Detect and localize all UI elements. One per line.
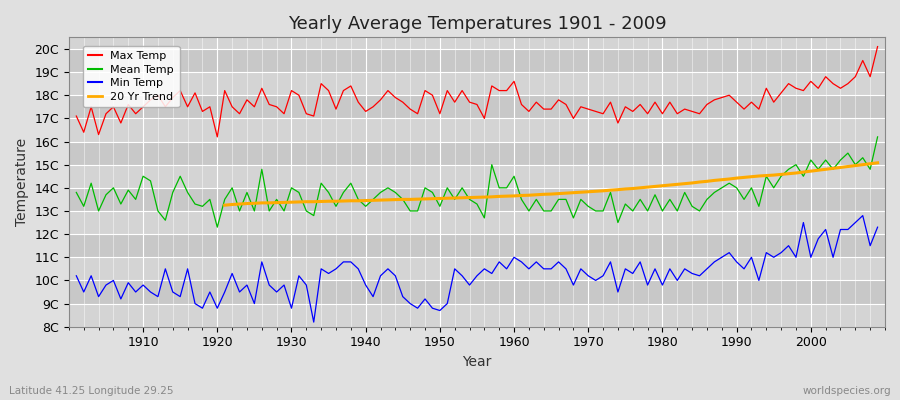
Bar xyxy=(69,49,885,72)
Bar xyxy=(69,234,885,257)
Text: worldspecies.org: worldspecies.org xyxy=(803,386,891,396)
Bar xyxy=(69,72,885,95)
Bar xyxy=(69,257,885,280)
Bar xyxy=(69,165,885,188)
Title: Yearly Average Temperatures 1901 - 2009: Yearly Average Temperatures 1901 - 2009 xyxy=(288,15,666,33)
Bar xyxy=(69,280,885,304)
Bar xyxy=(69,211,885,234)
X-axis label: Year: Year xyxy=(463,355,491,369)
Bar xyxy=(69,95,885,118)
Bar xyxy=(69,188,885,211)
Legend: Max Temp, Mean Temp, Min Temp, 20 Yr Trend: Max Temp, Mean Temp, Min Temp, 20 Yr Tre… xyxy=(83,46,180,107)
Bar xyxy=(69,142,885,165)
Y-axis label: Temperature: Temperature xyxy=(15,138,29,226)
Text: Latitude 41.25 Longitude 29.25: Latitude 41.25 Longitude 29.25 xyxy=(9,386,174,396)
Bar xyxy=(69,304,885,327)
Bar xyxy=(69,118,885,142)
Bar xyxy=(69,26,885,49)
